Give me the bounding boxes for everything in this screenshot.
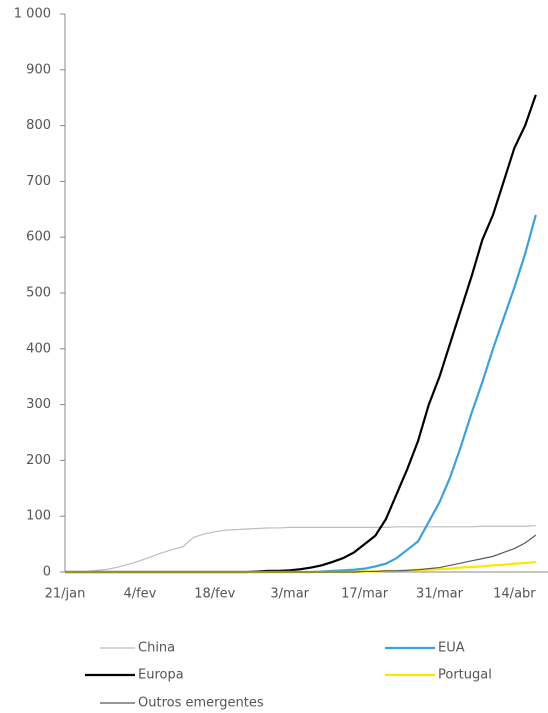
y-tick-label: 600	[26, 230, 51, 245]
y-tick-label: 800	[26, 118, 51, 133]
y-tick-label: 300	[26, 397, 51, 412]
line	[65, 94, 537, 574]
legend-label: Europa	[138, 668, 184, 683]
legend-label: Outros emergentes	[138, 696, 264, 711]
y-tick-label: 200	[26, 453, 51, 468]
legend-label: China	[138, 641, 175, 656]
x-tick-label: 18/fev	[194, 587, 235, 602]
y-tick-label: 1 000	[14, 7, 51, 22]
y-tick-label: 0	[43, 565, 51, 580]
legend-label: EUA	[438, 641, 465, 656]
x-tick-label: 14/abr	[493, 587, 536, 602]
x-tick-label: 21/jan	[45, 587, 86, 602]
x-tick-label: 4/fev	[123, 587, 156, 602]
y-tick-label: 700	[26, 174, 51, 189]
line	[65, 534, 537, 573]
line	[65, 214, 537, 574]
y-tick-label: 400	[26, 341, 51, 356]
y-tick-label: 500	[26, 286, 51, 301]
y-tick-label: 900	[26, 62, 51, 77]
line	[65, 525, 536, 573]
legend-label: Portugal	[438, 668, 492, 683]
x-tick-label: 3/mar	[270, 587, 309, 602]
y-tick-label: 100	[26, 509, 51, 524]
line	[65, 560, 536, 574]
x-tick-label: 17/mar	[341, 587, 389, 602]
x-tick-label: 31/mar	[416, 587, 464, 602]
